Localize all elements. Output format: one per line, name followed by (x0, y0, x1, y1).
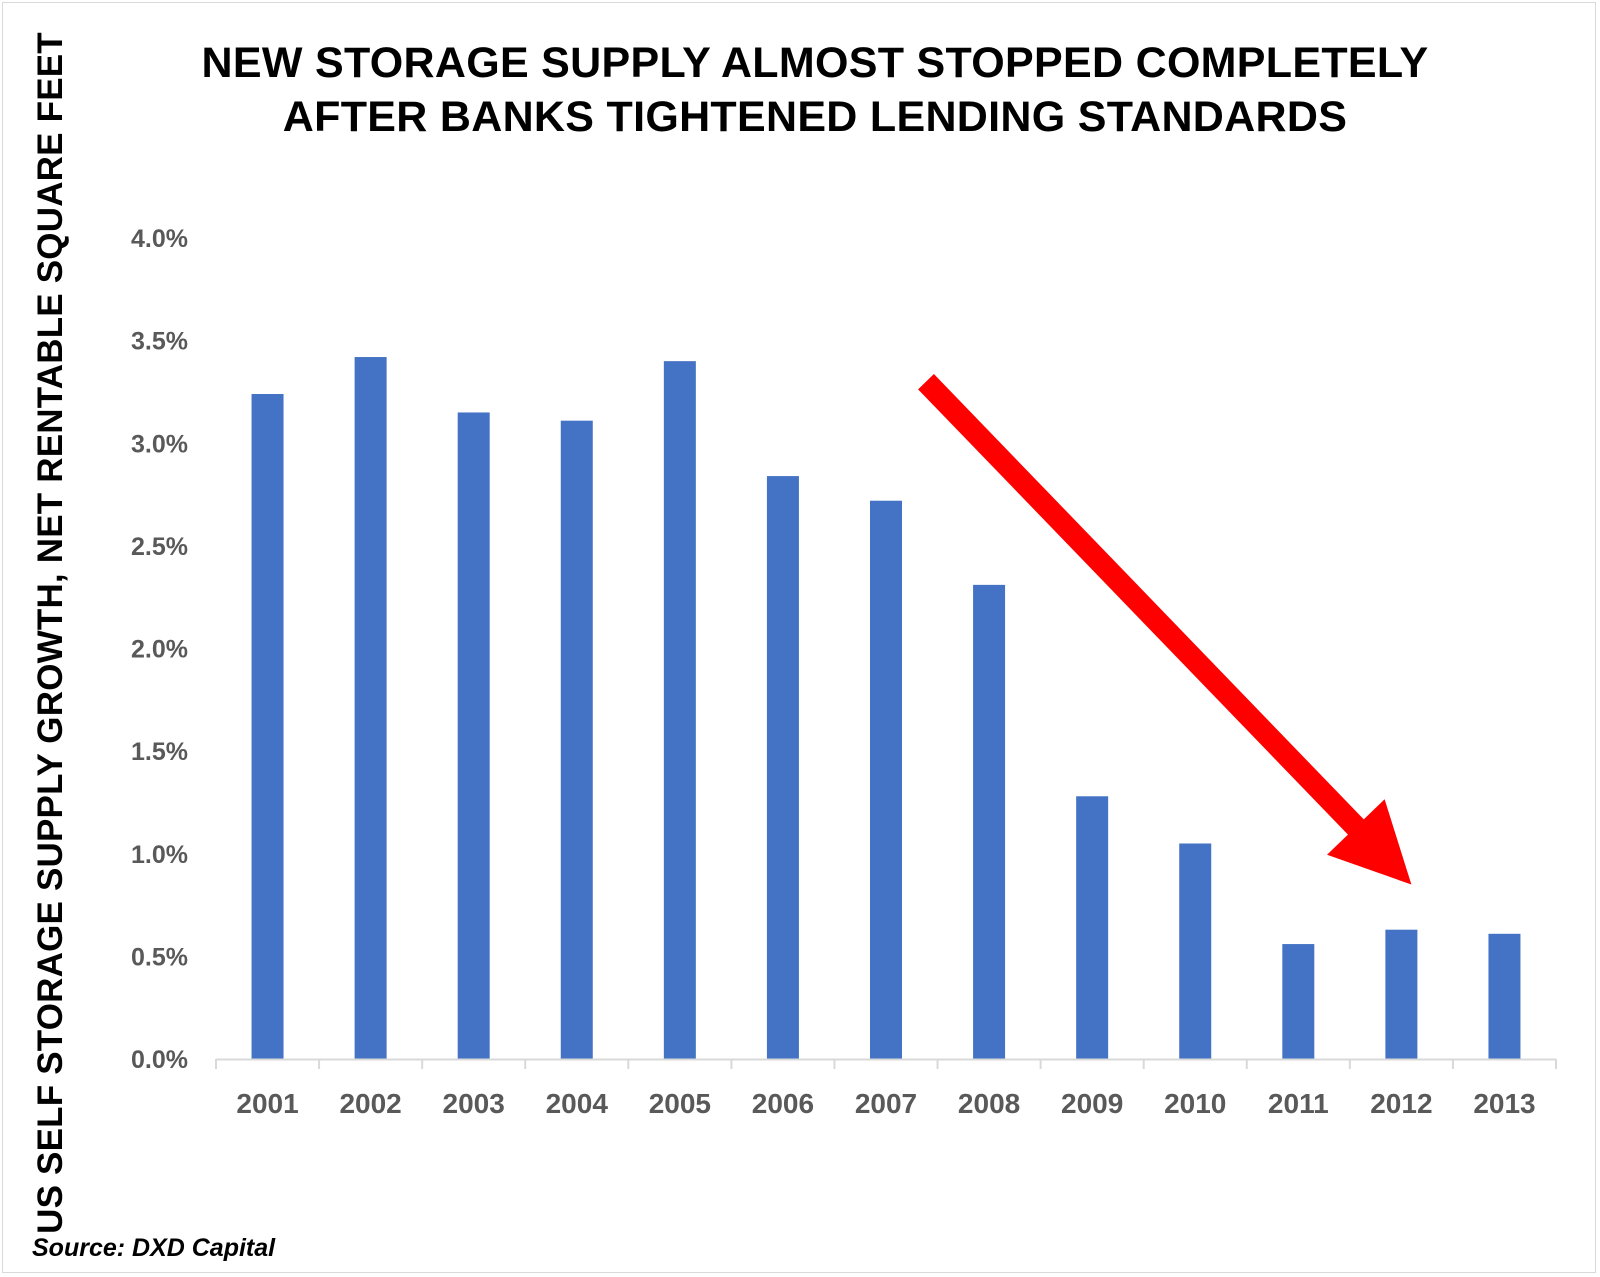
bar-2006 (766, 476, 799, 1060)
x-tick-label: 2010 (1164, 1088, 1226, 1119)
bar-2007 (870, 500, 902, 1060)
y-tick-label: 3.5% (131, 328, 188, 356)
y-tick-label: 2.5% (131, 533, 188, 561)
x-tick-label: 2004 (546, 1088, 609, 1119)
x-tick-label: 2006 (752, 1088, 814, 1119)
bar-2012 (1385, 929, 1418, 1059)
bar-2010 (1179, 843, 1212, 1059)
x-tick-label: 2008 (958, 1088, 1020, 1119)
y-tick-label: 2.0% (131, 636, 188, 664)
bar-2003 (457, 412, 490, 1059)
y-tick-label: 0.5% (131, 943, 188, 971)
y-tick-label: 1.5% (131, 738, 188, 766)
bar-2005 (663, 361, 696, 1059)
x-tick-label: 2005 (649, 1088, 711, 1119)
y-tick-label: 4.0% (131, 225, 188, 253)
chart-title-line-1: NEW STORAGE SUPPLY ALMOST STOPPED COMPLE… (201, 39, 1429, 87)
chart-title: NEW STORAGE SUPPLY ALMOST STOPPED COMPLE… (120, 36, 1510, 144)
bar-2004 (560, 420, 593, 1059)
chart-title-line-2: AFTER BANKS TIGHTENED LENDING STANDARDS (282, 93, 1348, 141)
arrow-head (1327, 799, 1412, 885)
bar-2002 (354, 357, 387, 1059)
bar-2009 (1076, 796, 1109, 1059)
bar-2013 (1488, 933, 1521, 1059)
y-tick-label: 3.0% (131, 430, 188, 458)
x-tick-label: 2009 (1061, 1088, 1123, 1119)
bar-2008 (973, 584, 1006, 1059)
x-tick-label: 2013 (1473, 1088, 1535, 1119)
y-tick-label: 0.0% (131, 1046, 188, 1074)
arrow-shaft (918, 374, 1368, 839)
y-tick-label: 1.0% (131, 841, 188, 869)
x-tick-label: 2003 (443, 1088, 505, 1119)
bar-2001 (251, 393, 284, 1059)
x-tick-label: 2011 (1268, 1088, 1329, 1119)
bar-2011 (1282, 944, 1315, 1059)
x-tick-label: 2001 (236, 1088, 298, 1119)
x-tick-label: 2007 (855, 1088, 917, 1119)
x-tick-label: 2002 (339, 1088, 401, 1119)
x-tick-label: 2012 (1370, 1088, 1432, 1119)
source-note: Source: DXD Capital (32, 1234, 276, 1262)
